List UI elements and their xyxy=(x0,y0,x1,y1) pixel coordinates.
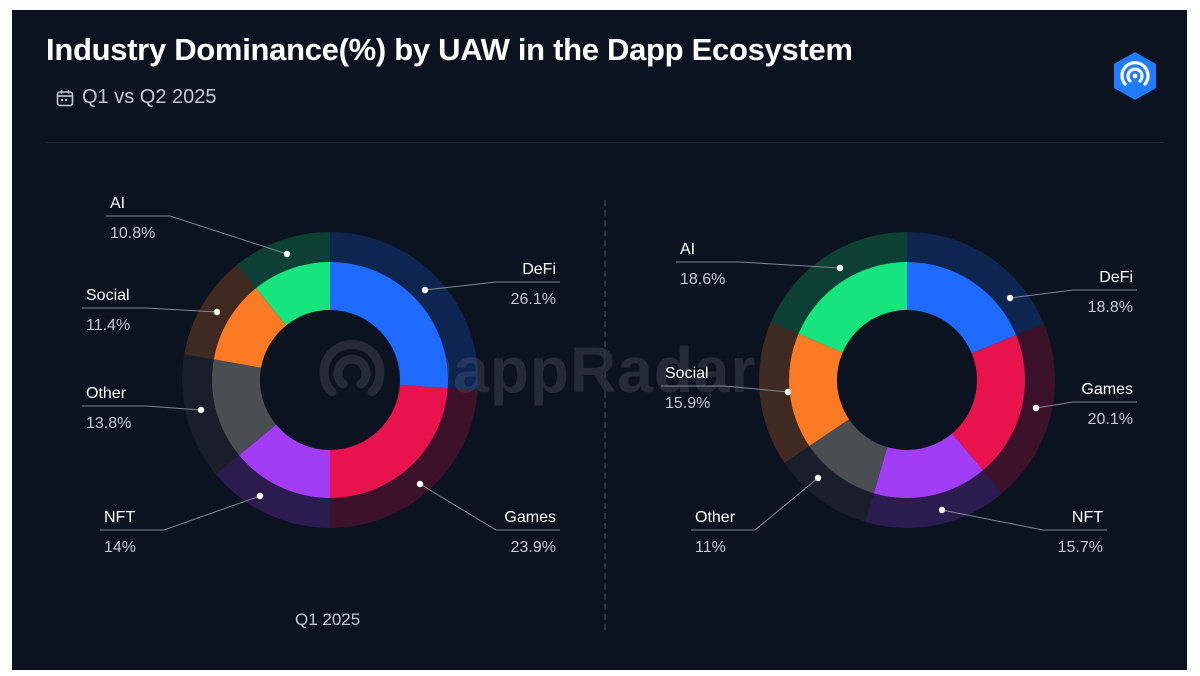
slice-outer-nft xyxy=(215,455,330,528)
slice-label-games: Games xyxy=(504,509,556,526)
leader-line-ai xyxy=(676,261,841,269)
leader-dot-nft xyxy=(938,506,946,514)
slice-label-group-other: Other 11% xyxy=(691,474,822,556)
slice-social xyxy=(213,288,287,368)
leader-line-nft xyxy=(941,509,1107,531)
donut-chart-2: DeFi 18.8% Games 20.1% NFT 15.7% Other 11% Socia… xyxy=(661,232,1137,556)
slice-label-group-nft: NFT 14% xyxy=(100,492,264,556)
slice-label-social: Social xyxy=(86,287,130,304)
slice-nft xyxy=(239,424,330,498)
watermark: DappRadar xyxy=(312,330,756,410)
chart-caption-q1: Q1 2025 xyxy=(295,610,361,629)
slice-label-group-social: Social 11.4% xyxy=(82,287,221,334)
slice-label-defi: DeFi xyxy=(522,261,556,278)
page-title: Industry Dominance(%) by UAW in the Dapp… xyxy=(46,32,853,67)
slice-outer-defi xyxy=(907,232,1044,336)
slice-label-ai: AI xyxy=(680,241,695,258)
leader-dot-defi xyxy=(421,286,429,294)
watermark-text: DappRadar xyxy=(406,334,757,406)
slice-outer-ai xyxy=(770,232,907,334)
slice-value-defi: 26.1% xyxy=(511,291,556,308)
chart-separator xyxy=(604,200,606,630)
slice-label-ai: AI xyxy=(110,195,125,212)
slice-label-nft: NFT xyxy=(1072,509,1103,526)
slice-value-other: 11% xyxy=(695,539,726,556)
slice-nft xyxy=(873,433,984,498)
dappradar-logo-icon xyxy=(1114,52,1156,100)
leader-dot-games xyxy=(416,480,424,488)
slice-label-defi: DeFi xyxy=(1099,269,1133,286)
slice-value-ai: 18.6% xyxy=(680,271,725,288)
leader-line-defi xyxy=(1009,289,1137,299)
slice-value-social: 15.9% xyxy=(665,395,710,412)
leader-line-other xyxy=(691,477,819,531)
slice-label-other: Other xyxy=(86,385,127,402)
slice-value-games: 23.9% xyxy=(511,539,556,556)
slice-value-other: 13.8% xyxy=(86,415,131,432)
leader-dot-nft xyxy=(256,492,264,500)
leader-dot-games xyxy=(1032,404,1040,412)
slice-label-other: Other xyxy=(695,509,736,526)
slice-games xyxy=(952,335,1025,471)
header-divider xyxy=(46,142,1164,143)
slice-label-group-games: Games 23.9% xyxy=(416,480,560,556)
donut-chart-1: DeFi 26.1% Games 23.9% NFT 14% Other 13.8% Socia… xyxy=(82,195,560,556)
leader-line-social xyxy=(82,307,218,313)
slice-label-group-ai: AI 18.6% xyxy=(676,241,844,288)
subtitle-text: Q1 vs Q2 2025 xyxy=(82,86,217,108)
leader-line-nft xyxy=(100,495,261,531)
leader-dot-other xyxy=(197,406,205,414)
leader-dot-other xyxy=(814,474,822,482)
slice-value-social: 11.4% xyxy=(86,317,130,334)
slice-defi xyxy=(330,262,448,389)
watermark-logo-icon xyxy=(319,339,385,397)
slice-outer-social xyxy=(759,321,810,463)
leader-dot-ai xyxy=(283,250,291,258)
slice-value-ai: 10.8% xyxy=(110,225,155,242)
leader-line-social xyxy=(661,385,789,393)
leader-line-games xyxy=(1035,401,1137,409)
slice-outer-ai xyxy=(237,232,330,289)
slice-defi xyxy=(907,262,1017,354)
leader-line-games xyxy=(419,483,560,531)
leader-line-defi xyxy=(424,281,560,291)
slice-label-group-social: Social 15.9% xyxy=(661,365,792,412)
slice-label-group-defi: DeFi 26.1% xyxy=(421,261,560,308)
leader-dot-ai xyxy=(836,264,844,272)
slice-outer-defi xyxy=(330,232,478,391)
slice-label-nft: NFT xyxy=(104,509,135,526)
slice-outer-nft xyxy=(865,470,1003,528)
slice-ai xyxy=(255,262,330,326)
calendar-icon xyxy=(56,89,74,106)
slice-games xyxy=(330,384,448,498)
slice-value-games: 20.1% xyxy=(1088,411,1133,428)
slice-label-group-defi: DeFi 18.8% xyxy=(1006,269,1137,316)
slice-label-group-ai: AI 10.8% xyxy=(106,195,291,258)
slice-label-social: Social xyxy=(665,365,709,382)
slice-outer-games xyxy=(983,323,1055,494)
leader-line-other xyxy=(82,405,202,411)
slice-label-group-other: Other 13.8% xyxy=(82,385,205,432)
slice-value-nft: 14% xyxy=(104,539,136,556)
slice-ai xyxy=(798,262,907,353)
leader-dot-social xyxy=(213,308,221,316)
slice-social xyxy=(789,333,850,447)
leader-line-ai xyxy=(106,215,288,255)
slice-label-group-games: Games 20.1% xyxy=(1032,381,1137,428)
chart-card: Industry Dominance(%) by UAW in the Dapp… xyxy=(12,10,1187,670)
slice-label-games: Games xyxy=(1081,381,1133,398)
leader-dot-defi xyxy=(1006,294,1014,302)
slice-label-group-nft: NFT 15.7% xyxy=(938,506,1107,556)
slice-outer-other xyxy=(182,354,240,475)
leader-dot-social xyxy=(784,388,792,396)
slice-other xyxy=(809,419,888,494)
slice-outer-other xyxy=(784,446,874,523)
slice-outer-games xyxy=(330,388,478,528)
slice-value-defi: 18.8% xyxy=(1088,299,1133,316)
slice-value-nft: 15.7% xyxy=(1058,539,1103,556)
slice-other xyxy=(212,359,277,456)
donut-charts: DeFi 26.1% Games 23.9% NFT 14% Other 13.8% Socia… xyxy=(82,195,1137,556)
period-subtitle: Q1 vs Q2 2025 xyxy=(56,86,217,109)
